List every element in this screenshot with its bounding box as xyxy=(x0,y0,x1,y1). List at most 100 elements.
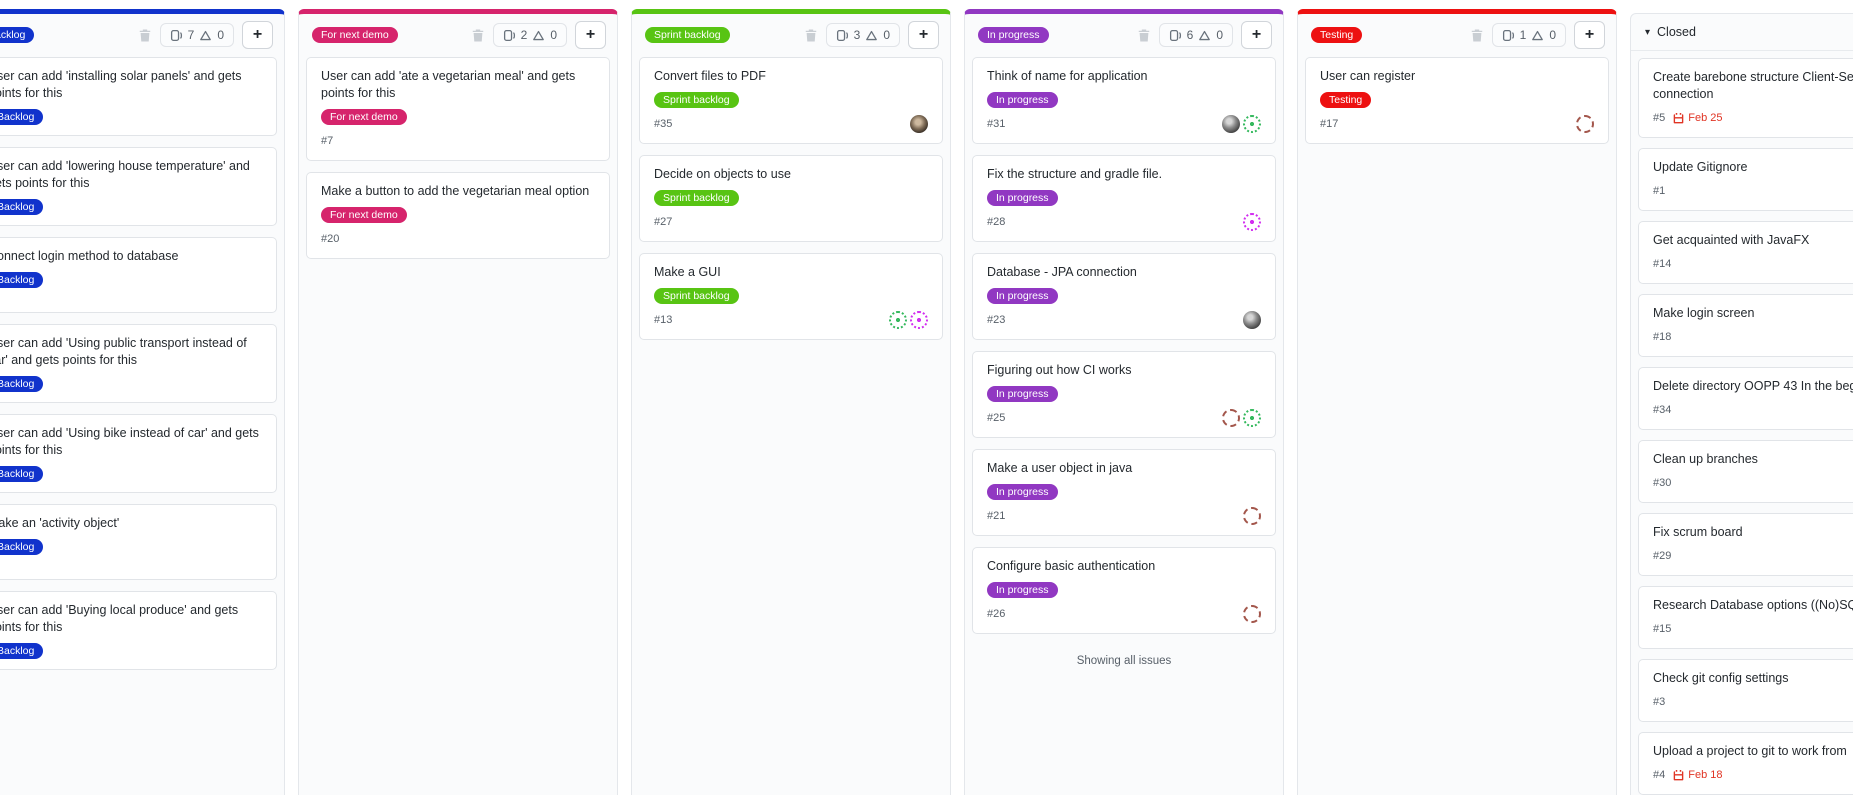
card-title: Connect login method to database xyxy=(0,249,179,263)
project-card[interactable]: Configure basic authentication In progre… xyxy=(972,547,1276,634)
user-photo-avatar xyxy=(1222,115,1240,133)
project-card[interactable]: Check git config settings #3 xyxy=(1638,659,1853,722)
project-board: Backlog 7 0 xyxy=(0,9,1853,795)
card-title: User can register xyxy=(1320,69,1416,83)
cards-count-icon xyxy=(1502,29,1514,41)
project-card[interactable]: User can register Testing #17 xyxy=(1305,57,1609,144)
cards-count-icon xyxy=(1169,29,1181,41)
collapse-chevron-icon[interactable]: ▾ xyxy=(1645,26,1651,38)
add-card-button[interactable]: + xyxy=(1574,21,1605,49)
project-card[interactable]: Clean up branches #30 xyxy=(1638,440,1853,503)
card-title: Database - JPA connection xyxy=(987,265,1137,279)
card-title: Make an 'activity object' xyxy=(0,516,120,530)
column-cards: User can add 'ate a vegetarian meal' and… xyxy=(299,55,617,277)
project-card[interactable]: Delete directory OOPP 43 In the beginnin… xyxy=(1638,367,1853,430)
card-title: Clean up branches xyxy=(1653,452,1758,466)
calendar-icon xyxy=(1673,112,1684,123)
card-meta: #35 xyxy=(654,115,928,133)
delete-column-button[interactable] xyxy=(804,28,818,43)
project-card[interactable]: Make login screen #18 xyxy=(1638,294,1853,357)
project-card[interactable]: Figuring out how CI works In progress #2… xyxy=(972,351,1276,438)
project-card[interactable]: Make a user object in java In progress #… xyxy=(972,449,1276,536)
card-label-row: Backlog xyxy=(0,107,262,125)
project-card[interactable]: Think of name for application In progres… xyxy=(972,57,1276,144)
delete-column-button[interactable] xyxy=(138,28,152,43)
project-card[interactable]: Get acquainted with JavaFX #14 xyxy=(1638,221,1853,284)
card-title: Make a user object in java xyxy=(987,461,1133,475)
project-card[interactable]: Convert files to PDF Sprint backlog #35 xyxy=(639,57,943,144)
alerts-count: 0 xyxy=(217,28,224,42)
card-title: Make login screen xyxy=(1653,306,1755,320)
delete-column-button[interactable] xyxy=(471,28,485,43)
project-card[interactable]: Update Gitignore #1 xyxy=(1638,148,1853,211)
project-card[interactable]: Make a button to add the vegetarian meal… xyxy=(306,172,610,259)
closed-column-header[interactable]: ▾ Closed xyxy=(1631,14,1853,51)
card-title: Convert files to PDF xyxy=(654,69,766,83)
project-card[interactable]: Fix the structure and gradle file. In pr… xyxy=(972,155,1276,242)
add-card-button[interactable]: + xyxy=(242,21,273,49)
project-card[interactable]: Create barebone structure Client-Server … xyxy=(1638,58,1853,138)
card-meta: #15 xyxy=(1653,620,1853,638)
project-card[interactable]: User can add 'installing solar panels' a… xyxy=(0,57,277,136)
card-title: Upload a project to git to work from xyxy=(1653,744,1847,758)
project-card[interactable]: User can add 'Buying local produce' and … xyxy=(0,591,277,670)
identicon-avatar xyxy=(1243,409,1261,427)
project-card[interactable]: User can add 'lowering house temperature… xyxy=(0,147,277,226)
card-label-row: Sprint backlog xyxy=(654,90,928,108)
project-card[interactable]: User can add 'ate a vegetarian meal' and… xyxy=(306,57,610,161)
project-card[interactable]: Decide on objects to use Sprint backlog … xyxy=(639,155,943,242)
card-meta: #3 xyxy=(1653,693,1853,711)
issue-number: #31 xyxy=(987,118,1006,130)
alerts-count-icon xyxy=(866,30,878,40)
issue-number: #14 xyxy=(1653,258,1672,270)
cards-count: 6 xyxy=(1186,28,1194,42)
issue-number: #1 xyxy=(1653,185,1666,197)
project-card[interactable]: Upload a project to git to work from #4 … xyxy=(1638,732,1853,795)
issue-number: #29 xyxy=(1653,550,1672,562)
issue-number: #25 xyxy=(987,412,1006,424)
project-card[interactable]: User can add 'Using bike instead of car'… xyxy=(0,414,277,493)
card-label-row: In progress xyxy=(987,384,1261,402)
card-label-row: For next demo xyxy=(321,107,595,125)
project-column: Sprint backlog 3 0 xyxy=(631,9,951,795)
project-card[interactable]: Connect login method to database Backlog xyxy=(0,237,277,313)
delete-column-button[interactable] xyxy=(1137,28,1151,43)
alerts-count-icon xyxy=(200,30,212,40)
due-date-text: Feb 25 xyxy=(1688,112,1723,124)
cards-count-icon xyxy=(836,29,848,41)
card-label: Backlog xyxy=(0,272,44,288)
card-label-row: In progress xyxy=(987,580,1261,598)
card-label: Sprint backlog xyxy=(654,288,739,304)
column-cards: User can add 'installing solar panels' a… xyxy=(0,55,284,688)
add-card-button[interactable]: + xyxy=(575,21,606,49)
add-card-button[interactable]: + xyxy=(1241,21,1272,49)
card-meta: #27 xyxy=(654,213,928,231)
card-label: In progress xyxy=(987,190,1058,206)
card-label-row: Backlog xyxy=(0,270,262,288)
delete-column-button[interactable] xyxy=(1470,28,1484,43)
project-card[interactable]: Make a GUI Sprint backlog #13 xyxy=(639,253,943,340)
card-meta: #17 xyxy=(1320,115,1594,133)
project-card[interactable]: User can add 'Using public transport ins… xyxy=(0,324,277,403)
identicon-avatar xyxy=(1243,507,1261,525)
card-label: For next demo xyxy=(321,207,407,223)
column-header: For next demo 2 0 xyxy=(299,14,617,55)
issue-number: #7 xyxy=(321,135,334,147)
project-card[interactable]: Make an 'activity object' Backlog xyxy=(0,504,277,580)
project-card[interactable]: Database - JPA connection In progress #2… xyxy=(972,253,1276,340)
cards-count: 1 xyxy=(1519,28,1527,42)
column-name-label: Sprint backlog xyxy=(645,27,730,43)
card-title: Think of name for application xyxy=(987,69,1148,83)
add-card-button[interactable]: + xyxy=(908,21,939,49)
column-cards: Think of name for application In progres… xyxy=(965,55,1283,684)
cards-count: 2 xyxy=(520,28,528,42)
identicon-avatar xyxy=(1222,409,1240,427)
card-title: Research Database options ((No)SQL?) xyxy=(1653,598,1853,612)
card-meta: #25 xyxy=(987,409,1261,427)
card-label-row: In progress xyxy=(987,482,1261,500)
card-label: Sprint backlog xyxy=(654,190,739,206)
card-label: Backlog xyxy=(0,539,44,555)
project-card[interactable]: Fix scrum board #29 xyxy=(1638,513,1853,576)
card-label: Backlog xyxy=(0,376,44,392)
project-card[interactable]: Research Database options ((No)SQL?) #15 xyxy=(1638,586,1853,649)
